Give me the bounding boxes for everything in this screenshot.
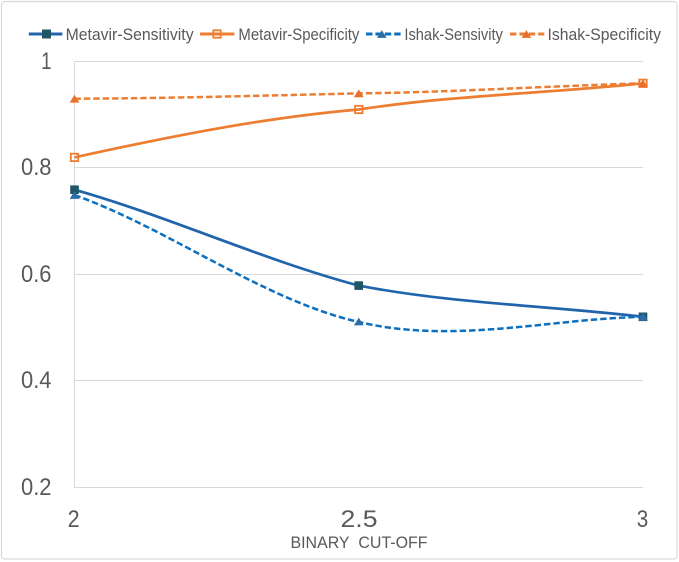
svg-text:0.2: 0.2 [21,474,52,501]
svg-text:0.8: 0.8 [21,154,52,181]
svg-text:2.5: 2.5 [341,506,378,533]
svg-text:2: 2 [68,506,80,533]
svg-text:Ishak-Sensivity: Ishak-Sensivity [404,26,503,44]
svg-text:Ishak-Specificity: Ishak-Specificity [548,26,662,44]
svg-text:0.6: 0.6 [21,261,52,288]
svg-text:Metavir-Sensitivity: Metavir-Sensitivity [66,26,195,44]
svg-text:Metavir-Specificity: Metavir-Specificity [238,26,360,44]
svg-text:0.4: 0.4 [21,367,52,394]
svg-text:1: 1 [41,48,51,75]
svg-text:BINARY CUT-OFF: BINARY CUT-OFF [291,534,428,552]
svg-text:3: 3 [637,506,649,533]
